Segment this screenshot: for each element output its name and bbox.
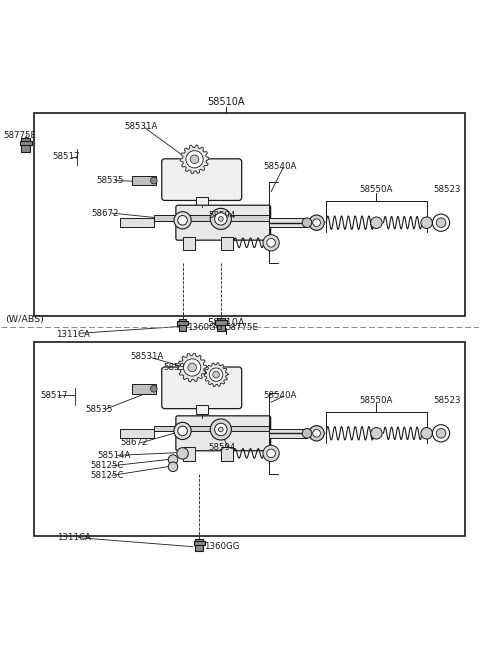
Circle shape [432, 214, 450, 232]
Circle shape [309, 215, 324, 230]
Circle shape [168, 455, 178, 464]
Bar [20, 140, 32, 145]
Circle shape [174, 422, 191, 440]
Circle shape [183, 359, 201, 376]
Circle shape [210, 419, 231, 440]
Circle shape [186, 151, 203, 168]
Text: 58531A: 58531A [124, 121, 157, 131]
Text: 58550A: 58550A [360, 396, 393, 405]
Circle shape [215, 213, 227, 225]
Bar [269, 218, 307, 228]
Circle shape [218, 427, 223, 432]
Text: 58775E: 58775E [3, 131, 36, 140]
Bar [34, 113, 465, 316]
FancyBboxPatch shape [176, 205, 271, 240]
Bar [196, 197, 208, 206]
Circle shape [209, 368, 223, 381]
Text: 58535: 58535 [86, 405, 113, 414]
Circle shape [190, 155, 199, 163]
Circle shape [436, 428, 446, 438]
FancyBboxPatch shape [176, 416, 271, 451]
Bar [182, 237, 194, 250]
Bar [177, 321, 188, 325]
Text: (W/ABS): (W/ABS) [5, 315, 44, 324]
Text: 58775E: 58775E [226, 323, 259, 331]
Circle shape [302, 428, 312, 438]
Text: 58125C: 58125C [91, 471, 124, 480]
Polygon shape [180, 145, 209, 174]
Bar [34, 342, 465, 536]
Circle shape [371, 428, 382, 439]
Circle shape [168, 462, 178, 472]
Text: 58535: 58535 [96, 176, 124, 185]
Circle shape [371, 217, 382, 228]
Bar [221, 447, 233, 461]
Circle shape [178, 426, 187, 436]
Text: 58510A: 58510A [207, 97, 244, 107]
Text: 58672: 58672 [92, 209, 119, 218]
Circle shape [313, 430, 321, 437]
Circle shape [178, 216, 187, 225]
Bar [179, 319, 186, 331]
Circle shape [177, 447, 188, 459]
Text: 58514A: 58514A [97, 451, 131, 460]
Text: 58517: 58517 [40, 390, 68, 400]
Circle shape [215, 423, 227, 436]
Bar [154, 426, 269, 432]
Text: 58550A: 58550A [360, 185, 393, 194]
Bar [132, 384, 156, 394]
Text: 58594: 58594 [209, 211, 236, 220]
Circle shape [263, 235, 279, 251]
Bar [194, 541, 204, 545]
Bar [196, 405, 208, 415]
Text: 1311CA: 1311CA [57, 533, 91, 542]
Text: 58531A: 58531A [130, 352, 163, 361]
FancyBboxPatch shape [162, 159, 241, 201]
Bar [120, 218, 154, 228]
Circle shape [188, 363, 196, 372]
FancyBboxPatch shape [162, 367, 241, 409]
Text: 58540A: 58540A [263, 390, 296, 400]
Text: 58517: 58517 [52, 152, 79, 161]
Text: 1360GG: 1360GG [204, 543, 240, 551]
Circle shape [267, 239, 276, 247]
Circle shape [313, 219, 321, 226]
Text: 1360GG: 1360GG [187, 323, 223, 331]
Circle shape [421, 428, 432, 439]
Text: 1311CA: 1311CA [56, 330, 90, 338]
Bar [216, 318, 225, 331]
Text: 58125C: 58125C [91, 461, 124, 470]
Polygon shape [178, 353, 206, 382]
Text: 58672: 58672 [120, 438, 148, 447]
Circle shape [213, 371, 219, 378]
Circle shape [302, 218, 312, 228]
Bar [154, 215, 269, 221]
Circle shape [263, 445, 279, 462]
Circle shape [436, 218, 446, 228]
Text: 58523: 58523 [434, 396, 461, 405]
Bar [221, 237, 233, 250]
Text: 58536: 58536 [163, 363, 191, 372]
Circle shape [174, 212, 191, 229]
Polygon shape [204, 363, 228, 386]
Circle shape [151, 177, 157, 184]
Text: 58594: 58594 [209, 443, 236, 452]
Circle shape [432, 424, 450, 442]
Bar [120, 428, 154, 438]
Bar [215, 320, 227, 325]
Bar [182, 447, 194, 461]
Circle shape [218, 216, 223, 221]
Text: 58523: 58523 [434, 185, 461, 194]
Text: 58540A: 58540A [263, 162, 296, 171]
Text: 58510A: 58510A [207, 318, 244, 328]
Circle shape [151, 386, 157, 392]
Bar [21, 138, 30, 152]
Circle shape [309, 426, 324, 441]
Circle shape [267, 449, 276, 458]
Bar [195, 539, 203, 551]
Circle shape [210, 209, 231, 230]
Circle shape [421, 217, 432, 228]
Bar [132, 176, 156, 186]
Bar [269, 428, 307, 438]
